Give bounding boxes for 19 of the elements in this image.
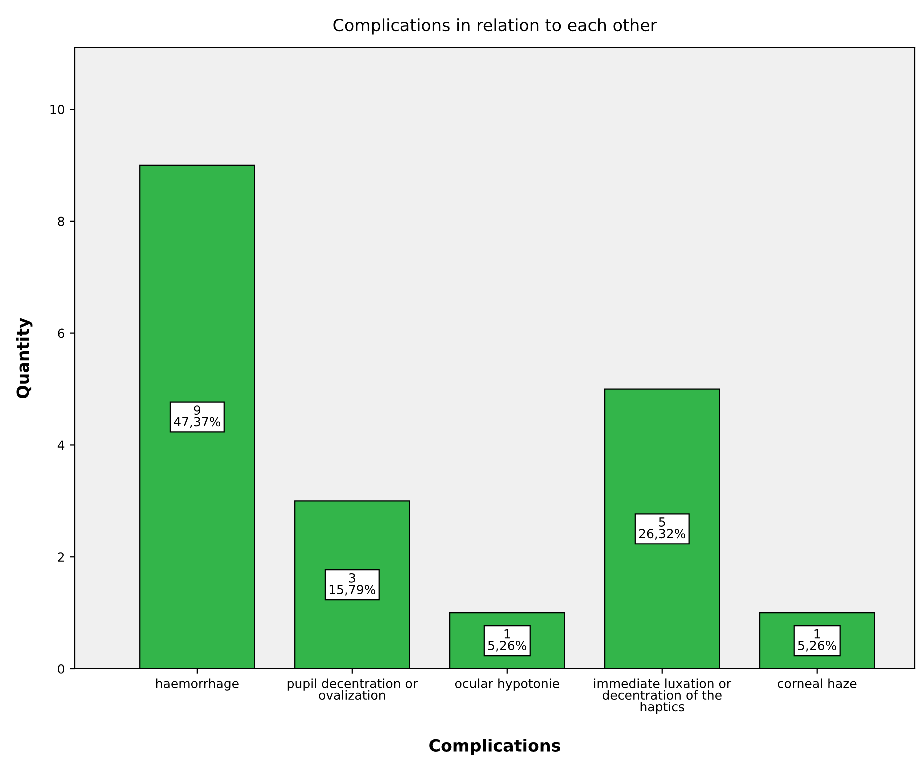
chart-title: Complications in relation to each other	[334, 18, 658, 35]
y-tick-label: 10	[50, 105, 64, 114]
y-tick-label: 2	[58, 552, 64, 562]
data-label: 1 5,26%	[798, 630, 837, 652]
data-label: 1 5,26%	[488, 630, 527, 652]
x-axis-title: Complications	[430, 739, 560, 756]
data-label: 9 47,37%	[174, 406, 221, 428]
x-tick-label: haemorrhage	[156, 678, 239, 691]
data-label: 5 26,32%	[639, 518, 686, 540]
x-tick-label: ocular hypotonie	[455, 678, 560, 691]
x-tick-label: pupil decentration or ovalization	[288, 678, 418, 700]
x-tick-label: corneal haze	[778, 678, 857, 688]
y-tick-label: 4	[58, 440, 65, 450]
data-label: 3 15,79%	[330, 573, 376, 596]
y-tick-label: 0	[58, 664, 64, 674]
y-tick-label: 8	[58, 216, 64, 226]
x-tick-label: immediate luxation or decentration of the haptics	[594, 678, 732, 714]
y-axis-title: Quantity	[16, 318, 33, 398]
y-tick-label: 6	[58, 328, 64, 338]
